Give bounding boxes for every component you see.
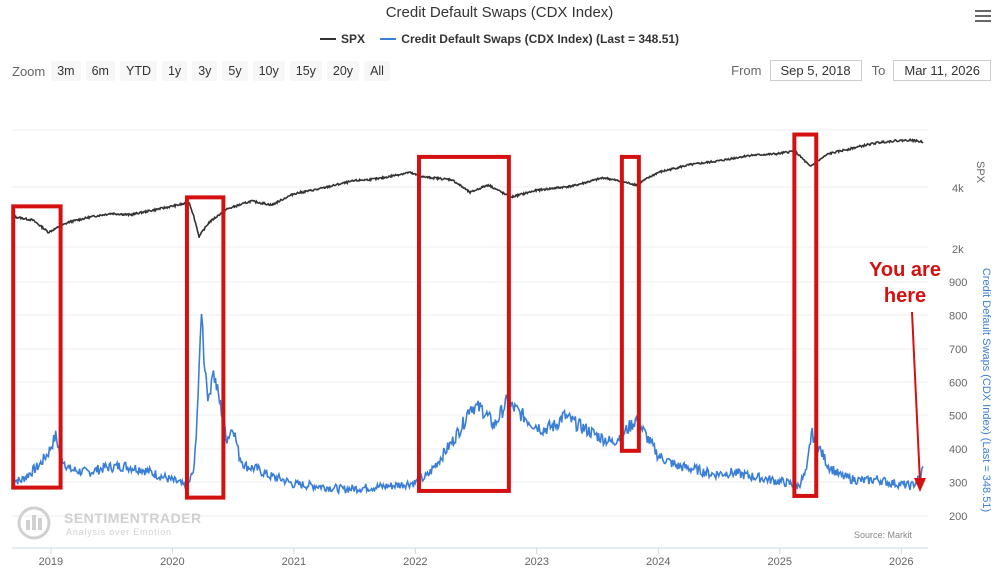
y-axis-spx-title: SPX bbox=[974, 161, 986, 184]
x-tick-label: 2026 bbox=[889, 556, 913, 568]
y-axis-cdx-title: Credit Default Swaps (CDX Index) (Last =… bbox=[980, 268, 992, 512]
legend-swatch-spx bbox=[319, 38, 336, 40]
legend-label-spx: SPX bbox=[340, 32, 365, 46]
legend-item-spx[interactable]: SPX bbox=[319, 32, 365, 46]
x-tick-label: 2023 bbox=[525, 556, 549, 568]
zoom-button-all[interactable]: All bbox=[364, 61, 390, 81]
y-axis-spx: 4k 2k bbox=[952, 183, 964, 256]
annotation-line-1: You are bbox=[869, 259, 941, 281]
y-tick-label-cdx: 300 bbox=[949, 478, 967, 490]
zoom-button-ytd[interactable]: YTD bbox=[119, 61, 157, 81]
y-tick-label-cdx: 400 bbox=[949, 444, 967, 456]
spx-line bbox=[11, 138, 924, 238]
source-credit: Source: Markit bbox=[854, 530, 913, 540]
y-tick-label-cdx: 200 bbox=[949, 511, 967, 523]
series-cdx bbox=[11, 313, 924, 496]
hamburger-menu-icon[interactable] bbox=[975, 10, 991, 24]
x-tick-label: 2020 bbox=[160, 556, 184, 568]
y-axis-cdx: 900 800 700 600 500 400 300 200 bbox=[949, 277, 967, 523]
x-tick-label: 2021 bbox=[282, 556, 306, 568]
x-tick-label: 2022 bbox=[403, 556, 427, 568]
date-range: From Sep 5, 2018 To Mar 11, 2026 bbox=[731, 60, 991, 81]
y-tick-label-cdx: 800 bbox=[949, 310, 967, 322]
gridlines bbox=[12, 129, 928, 517]
zoom-button-3y[interactable]: 3y bbox=[192, 61, 218, 81]
you-are-here-annotation: You are here bbox=[869, 259, 941, 492]
legend: SPX Credit Default Swaps (CDX Index) (La… bbox=[0, 29, 999, 46]
series-spx bbox=[11, 138, 924, 238]
highlight-boxes bbox=[11, 132, 819, 500]
highlight-box bbox=[11, 204, 63, 490]
zoom-button-6m[interactable]: 6m bbox=[85, 61, 115, 81]
chart-title: Credit Default Swaps (CDX Index) bbox=[385, 4, 614, 21]
zoom-button-5y[interactable]: 5y bbox=[222, 61, 248, 81]
y-tick-label-cdx: 700 bbox=[949, 344, 967, 356]
x-tick-label: 2025 bbox=[768, 556, 792, 568]
to-label: To bbox=[871, 63, 886, 78]
cdx-line bbox=[11, 313, 924, 496]
to-date-input[interactable]: Mar 11, 2026 bbox=[893, 60, 991, 81]
highlight-box bbox=[184, 195, 226, 500]
highlight-box bbox=[792, 132, 819, 498]
highlight-box bbox=[619, 154, 641, 453]
watermark-logo-icon bbox=[17, 506, 51, 540]
annotation-arrow-shaft bbox=[911, 311, 921, 483]
zoom-button-20y[interactable]: 20y bbox=[326, 61, 360, 81]
from-date-input[interactable]: Sep 5, 2018 bbox=[769, 60, 862, 81]
watermark: SENTIMENTRADER Analysis over Emotion bbox=[17, 506, 202, 540]
zoom-label: Zoom bbox=[12, 63, 46, 79]
zoom-button-15y[interactable]: 15y bbox=[289, 61, 322, 81]
y-tick-label-spx: 4k bbox=[952, 183, 964, 195]
legend-swatch-cdx bbox=[380, 38, 397, 40]
x-tick-label: 2024 bbox=[646, 556, 670, 568]
y-tick-label-cdx: 600 bbox=[949, 377, 967, 389]
zoom-button-10y[interactable]: 10y bbox=[252, 61, 285, 81]
highlight-box bbox=[416, 154, 511, 493]
zoom-bar: Zoom 3m 6m YTD 1y 3y 5y 10y 15y 20y All bbox=[12, 61, 395, 81]
from-label: From bbox=[731, 63, 762, 78]
x-axis: 2019 2020 2021 2022 2023 2024 2025 2026 bbox=[12, 547, 928, 568]
legend-item-cdx[interactable]: Credit Default Swaps (CDX Index) (Last =… bbox=[380, 32, 679, 46]
annotation-line-2: here bbox=[884, 285, 926, 307]
y-tick-label-cdx: 500 bbox=[949, 411, 967, 423]
zoom-button-1y[interactable]: 1y bbox=[161, 61, 188, 81]
x-tick-label: 2019 bbox=[39, 556, 63, 568]
y-tick-label-spx: 2k bbox=[952, 244, 964, 256]
zoom-button-3m[interactable]: 3m bbox=[51, 61, 81, 81]
annotation-arrow-head-icon bbox=[914, 478, 926, 492]
y-tick-label-cdx: 900 bbox=[949, 277, 967, 289]
watermark-tagline: Analysis over Emotion bbox=[66, 527, 172, 537]
legend-label-cdx: Credit Default Swaps (CDX Index) (Last =… bbox=[401, 32, 680, 46]
watermark-brand: SENTIMENTRADER bbox=[64, 510, 202, 526]
